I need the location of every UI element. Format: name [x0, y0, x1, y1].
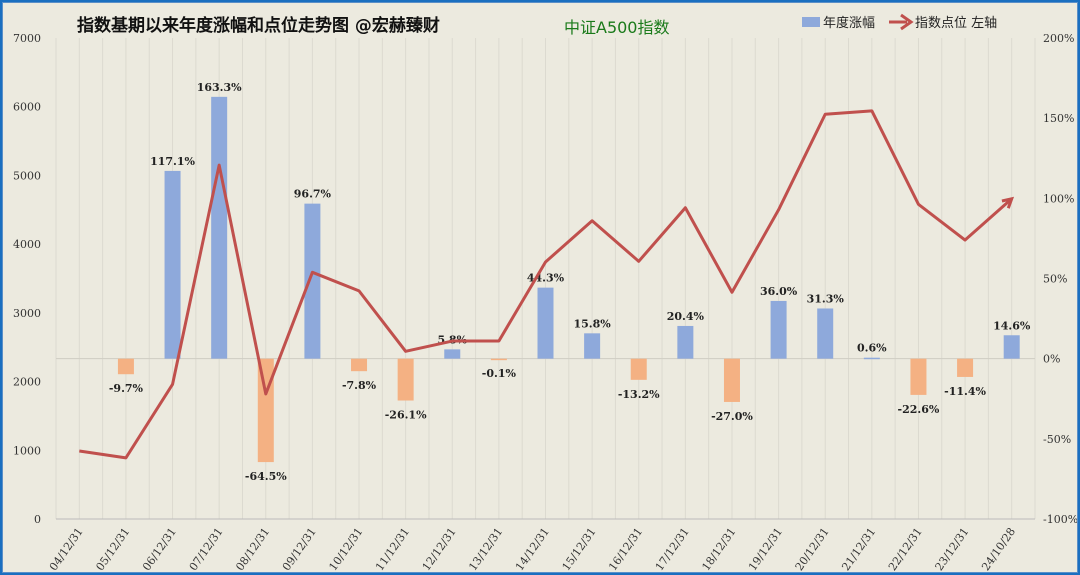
legend-line-label: 指数点位 左轴	[915, 16, 997, 31]
bar-data-label: -13.2%	[618, 388, 660, 401]
x-tick-label: 18/12/31	[699, 525, 738, 572]
bar	[304, 203, 321, 359]
bar-data-label: -9.7%	[109, 382, 144, 395]
bar	[1003, 335, 1020, 359]
right-tick-label: 150%	[1043, 112, 1074, 125]
bar-data-label: -7.8%	[342, 379, 377, 392]
x-tick-label: 17/12/31	[653, 525, 692, 572]
chart-subtitle: 中证A500指数	[564, 18, 670, 37]
bar	[257, 358, 274, 463]
legend-line-arrow-icon	[889, 13, 914, 31]
left-tick-label: 4000	[13, 238, 41, 251]
bar	[910, 358, 927, 395]
x-tick-label: 24/10/28	[979, 525, 1018, 572]
bar-data-label: -11.4%	[944, 385, 986, 398]
x-tick-label: 20/12/31	[793, 525, 832, 572]
bar	[584, 333, 601, 359]
x-tick-label: 12/12/31	[420, 525, 459, 572]
legend-bar-swatch	[802, 17, 820, 27]
bar	[211, 96, 228, 359]
left-tick-label: 1000	[13, 444, 41, 457]
right-tick-label: 50%	[1043, 273, 1067, 286]
bar	[957, 358, 974, 377]
right-tick-label: -50%	[1043, 433, 1071, 446]
x-tick-label: 11/12/31	[373, 525, 412, 572]
left-tick-label: 3000	[13, 307, 41, 320]
bar-data-label: 14.6%	[993, 319, 1031, 332]
x-tick-label: 15/12/31	[560, 525, 599, 572]
bar-data-label: 117.1%	[150, 155, 195, 168]
bar	[351, 358, 368, 372]
bar	[723, 358, 740, 402]
bar	[537, 287, 554, 359]
bar-data-label: 0.6%	[857, 342, 887, 355]
x-tick-label: 19/12/31	[746, 525, 785, 572]
bar	[677, 325, 694, 359]
bar	[770, 300, 787, 359]
x-tick-label: 23/12/31	[933, 525, 972, 572]
bar-data-label: 163.3%	[197, 81, 242, 94]
legend-bar-label: 年度涨幅	[823, 15, 875, 31]
x-tick-label: 10/12/31	[326, 525, 365, 572]
right-tick-label: 100%	[1043, 192, 1074, 205]
right-tick-label: 0%	[1043, 353, 1060, 366]
x-tick-label: 05/12/31	[93, 525, 132, 572]
left-tick-label: 2000	[13, 376, 41, 389]
bar	[117, 358, 134, 375]
bar	[630, 358, 647, 380]
x-tick-label: 06/12/31	[140, 525, 179, 572]
bar-data-label: -27.0%	[711, 410, 753, 423]
left-tick-label: 7000	[13, 32, 41, 45]
bar-data-label: -26.1%	[385, 409, 427, 422]
x-tick-label: 07/12/31	[187, 525, 226, 572]
bar	[863, 357, 880, 360]
bar-data-label: 31.3%	[807, 292, 845, 305]
right-tick-label: 200%	[1043, 32, 1074, 45]
line-arrowhead-icon	[1001, 196, 1015, 209]
x-tick-label: 13/12/31	[466, 525, 505, 572]
bar-data-label: 36.0%	[760, 285, 798, 298]
bar-data-label: 20.4%	[667, 310, 705, 323]
left-tick-label: 6000	[13, 101, 41, 114]
bar-data-label: 96.7%	[294, 188, 332, 201]
chart-title: 指数基期以来年度涨幅和点位走势图 @宏赫臻财	[77, 15, 440, 36]
left-tick-label: 5000	[13, 169, 41, 182]
bar-data-label: -0.1%	[482, 367, 517, 380]
x-tick-label: 04/12/31	[47, 525, 86, 572]
bar	[164, 170, 181, 359]
bar	[490, 358, 507, 361]
x-tick-label: 22/12/31	[886, 525, 925, 572]
bar	[397, 358, 414, 401]
left-tick-label: 0	[34, 513, 41, 526]
x-tick-label: 14/12/31	[513, 525, 552, 572]
bar	[444, 349, 461, 359]
bar	[817, 308, 834, 359]
x-tick-label: 09/12/31	[280, 525, 319, 572]
right-tick-label: -100%	[1043, 513, 1077, 526]
x-tick-label: 08/12/31	[233, 525, 272, 572]
x-tick-label: 16/12/31	[606, 525, 645, 572]
x-tick-label: 21/12/31	[839, 525, 878, 572]
chart-svg: -9.7% 117.1% 163.3% -64.5% 96.7% -7.8% -26.1% 5…	[13, 13, 1077, 572]
bar-data-label: -64.5%	[245, 470, 287, 483]
bar-data-label: -22.6%	[898, 403, 940, 416]
bar-data-label: 15.8%	[573, 317, 611, 330]
